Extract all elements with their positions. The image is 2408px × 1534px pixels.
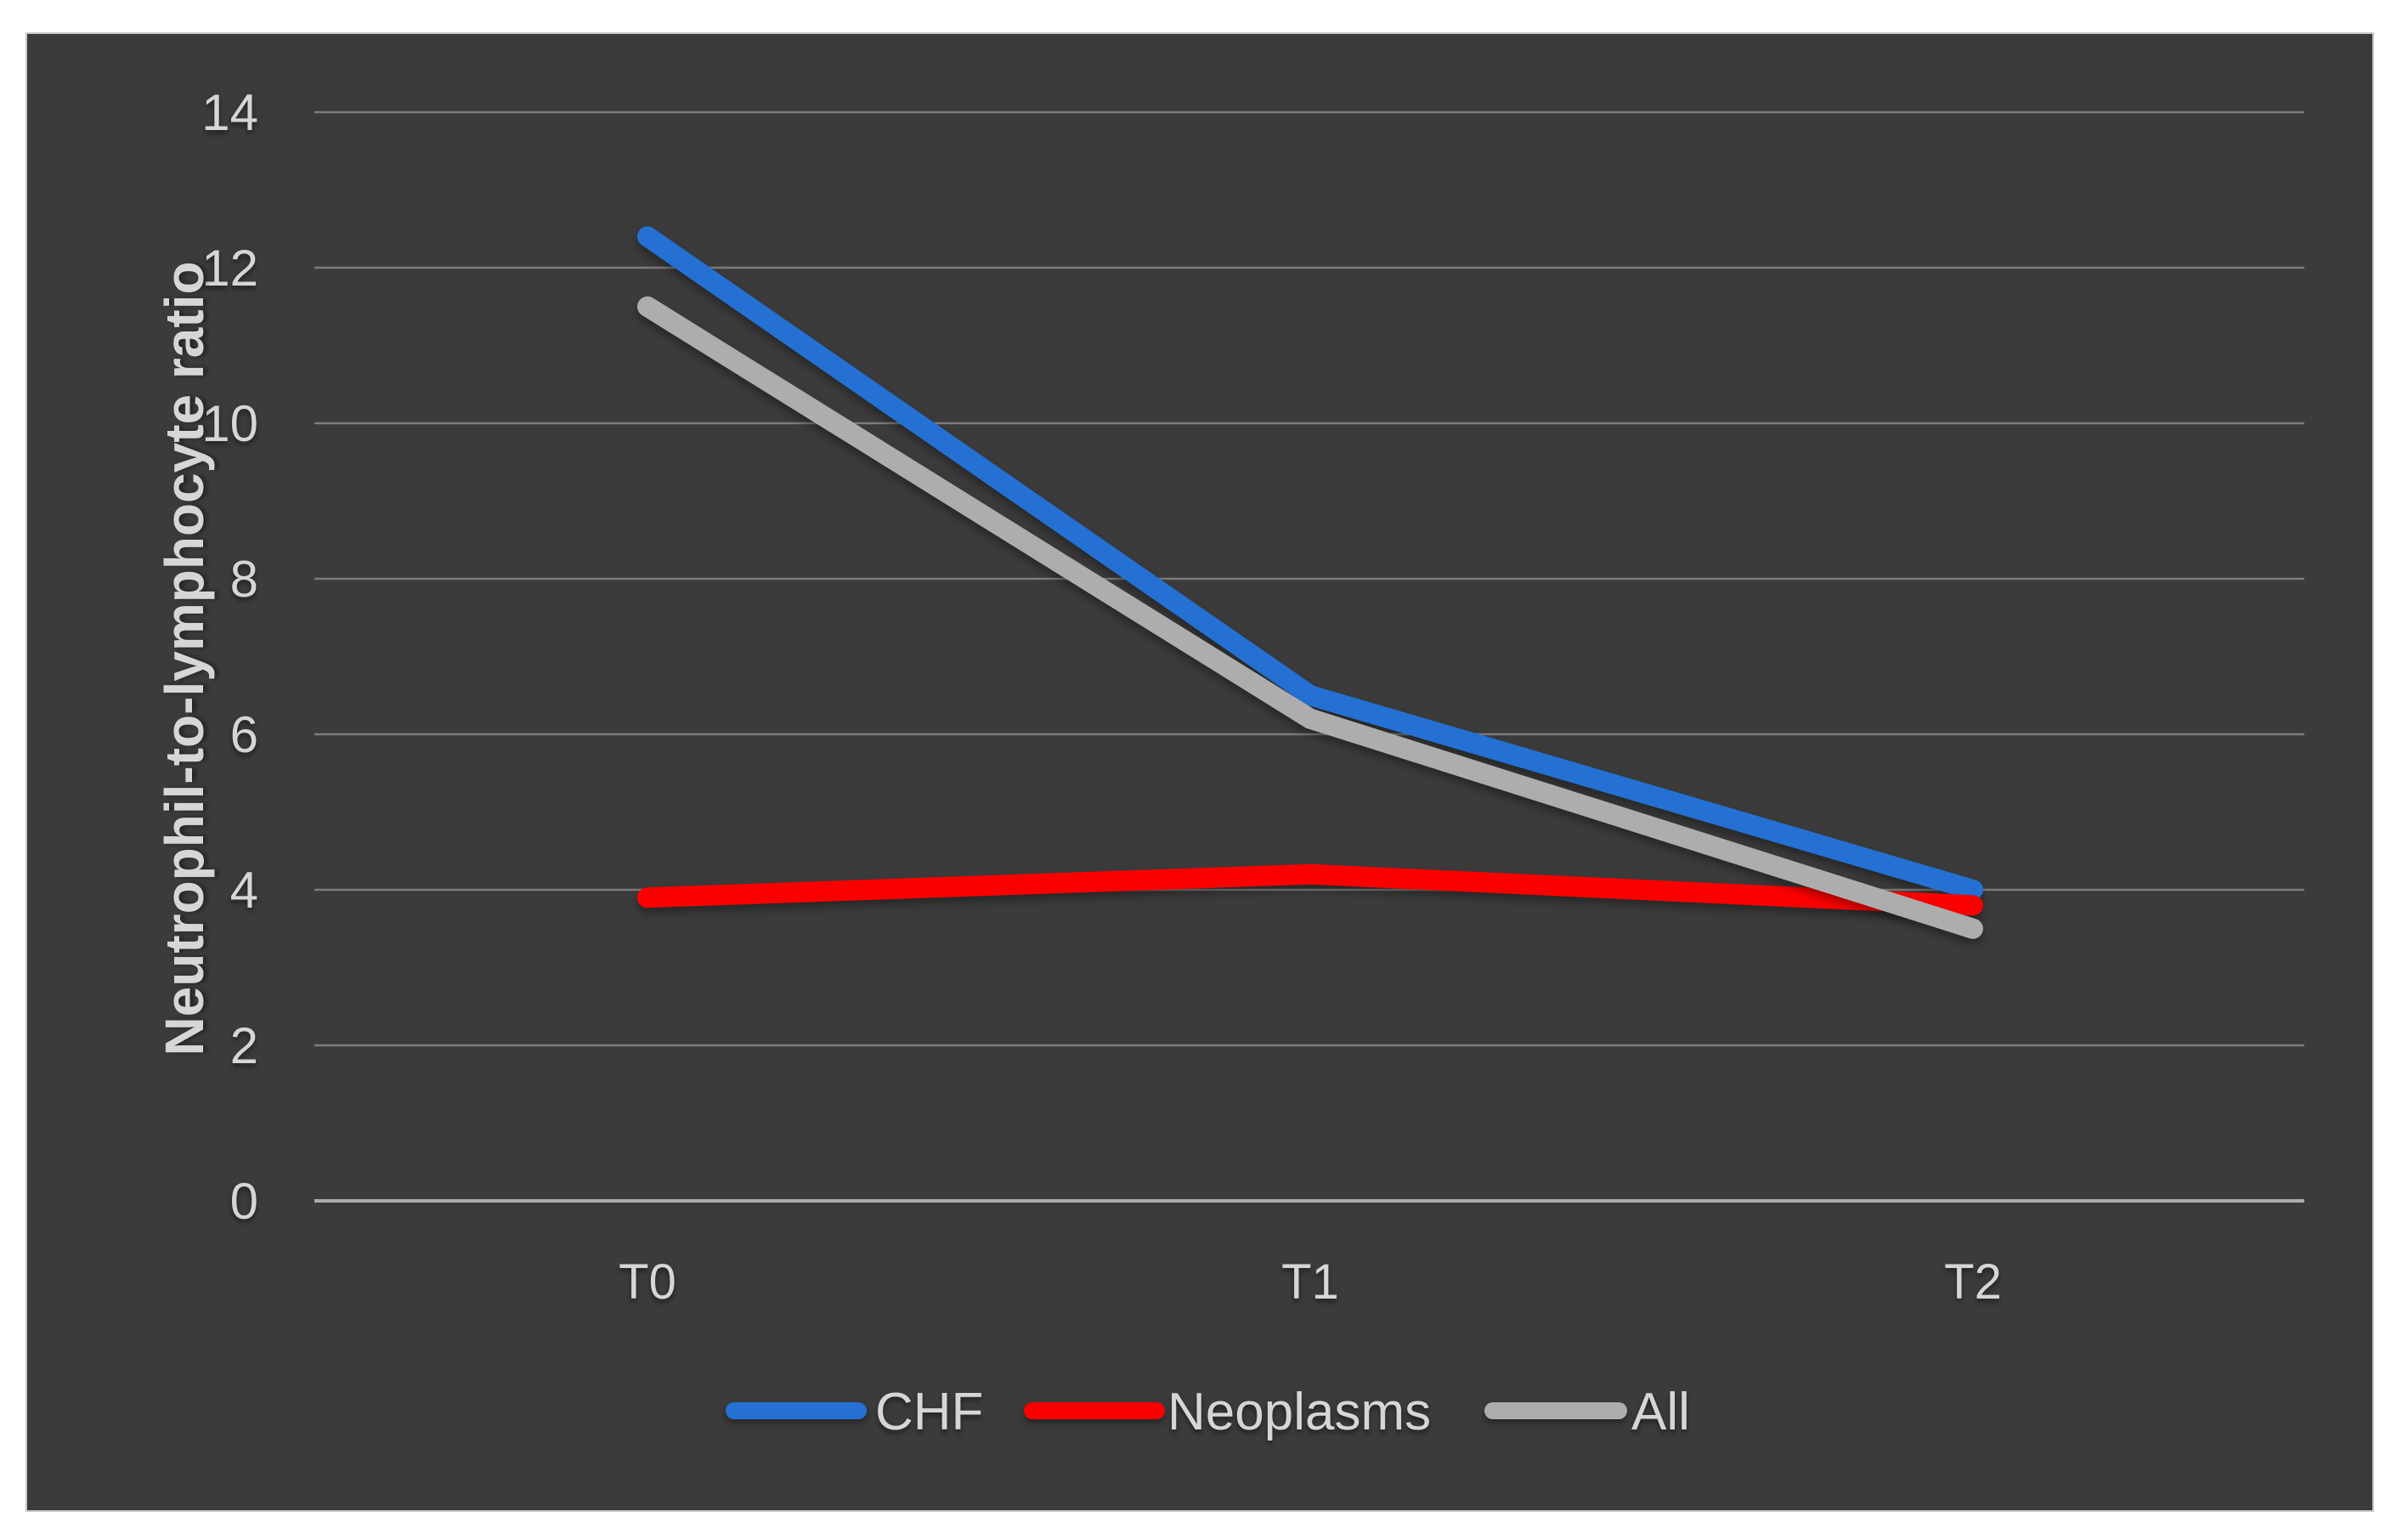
chart-panel: 0 2 4 6 8 10 12 14 T0 T1 T2 Neutrophil-to-lymphocyt… xyxy=(25,32,2374,1512)
series-line-all xyxy=(637,296,1983,939)
legend-label-all: All xyxy=(1631,1383,1690,1441)
y-tick-label: 12 xyxy=(201,240,258,297)
series-line-chf xyxy=(637,226,1983,900)
y-tick-label: 10 xyxy=(201,395,258,452)
y-tick-label: 14 xyxy=(201,84,258,141)
legend-label-neoplasms: Neoplasms xyxy=(1167,1383,1431,1441)
x-tick-label: T0 xyxy=(619,1254,676,1310)
y-tick-label: 6 xyxy=(230,706,258,763)
y-tick-label: 2 xyxy=(230,1017,258,1074)
x-tick-label: T1 xyxy=(1281,1254,1339,1310)
legend-label-chf: CHF xyxy=(875,1383,983,1441)
y-tick-label: 8 xyxy=(230,551,258,608)
y-tick-label: 0 xyxy=(230,1173,258,1230)
x-tick-label: T2 xyxy=(1944,1254,2002,1310)
series-line-neoplasms xyxy=(637,863,1983,916)
y-axis-title: Neutrophil-to-lymphocyte ratio xyxy=(154,261,215,1056)
y-tick-label: 4 xyxy=(230,862,258,919)
line-chart: 0 2 4 6 8 10 12 14 T0 T1 T2 Neutrophil-to-lymphocyt… xyxy=(154,84,2304,1441)
